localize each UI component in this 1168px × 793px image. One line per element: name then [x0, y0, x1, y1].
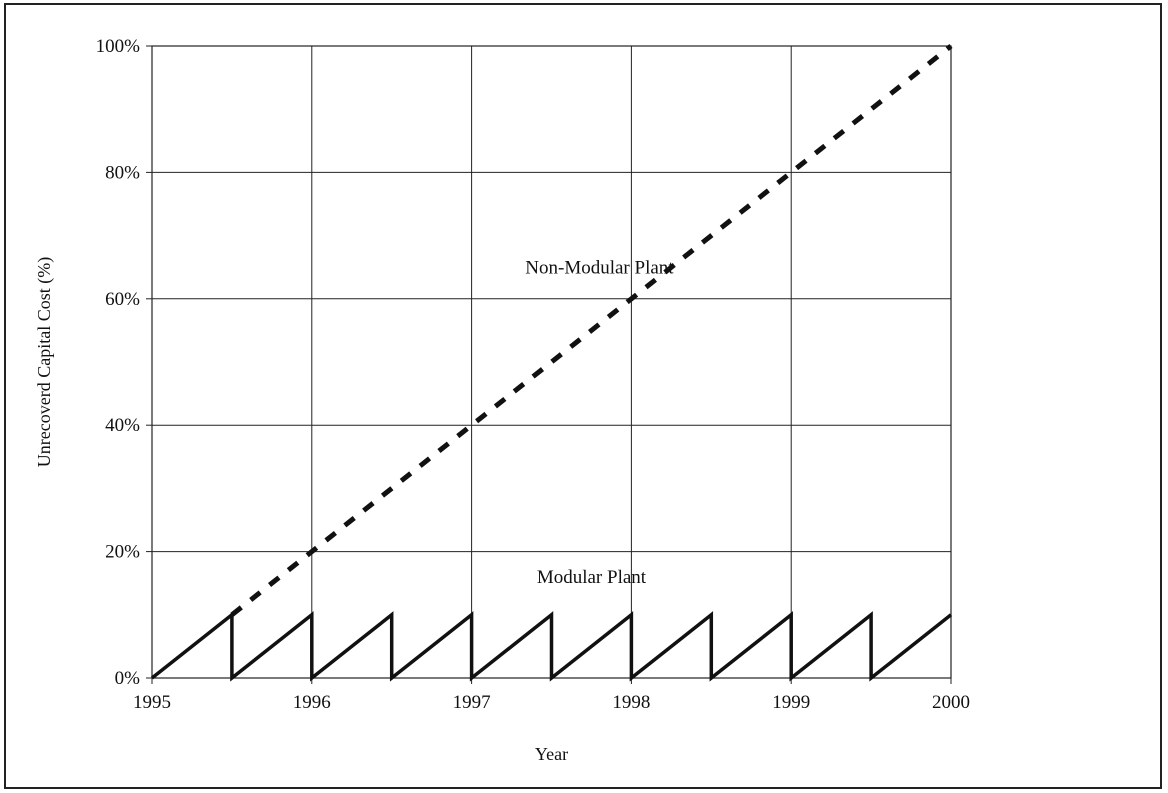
y-tick-label: 60%: [105, 289, 140, 310]
y-axis-label: Unrecoverd Capital Cost (%): [34, 257, 55, 467]
chart-frame: [4, 3, 1162, 789]
grid: [146, 45, 952, 684]
y-tick-label: 100%: [96, 36, 141, 57]
annotation-modular-plant: Modular Plant: [537, 567, 647, 588]
x-tick-labels: 1995 1996 1997 1998 1999 2000: [133, 692, 970, 713]
annotation-non-modular-plant: Non-Modular Plant: [525, 258, 674, 279]
y-tick-label: 40%: [105, 415, 140, 436]
series: [150, 44, 953, 682]
x-tick-label: 1998: [612, 692, 650, 713]
y-tick-label: 20%: [105, 542, 140, 563]
series-modular-plant: [150, 611, 953, 682]
x-tick-label: 1997: [453, 692, 491, 713]
x-axis-label: Year: [535, 744, 568, 764]
x-tick-label: 1995: [133, 692, 171, 713]
y-tick-label: 0%: [115, 668, 141, 689]
x-tick-label: 1999: [772, 692, 810, 713]
x-tick-label: 2000: [932, 692, 970, 713]
series-non-modular-plant: [230, 44, 953, 617]
y-tick-label: 80%: [105, 162, 140, 183]
x-tick-label: 1996: [293, 692, 331, 713]
y-tick-labels: 0% 20% 40% 60% 80% 100%: [96, 36, 141, 689]
